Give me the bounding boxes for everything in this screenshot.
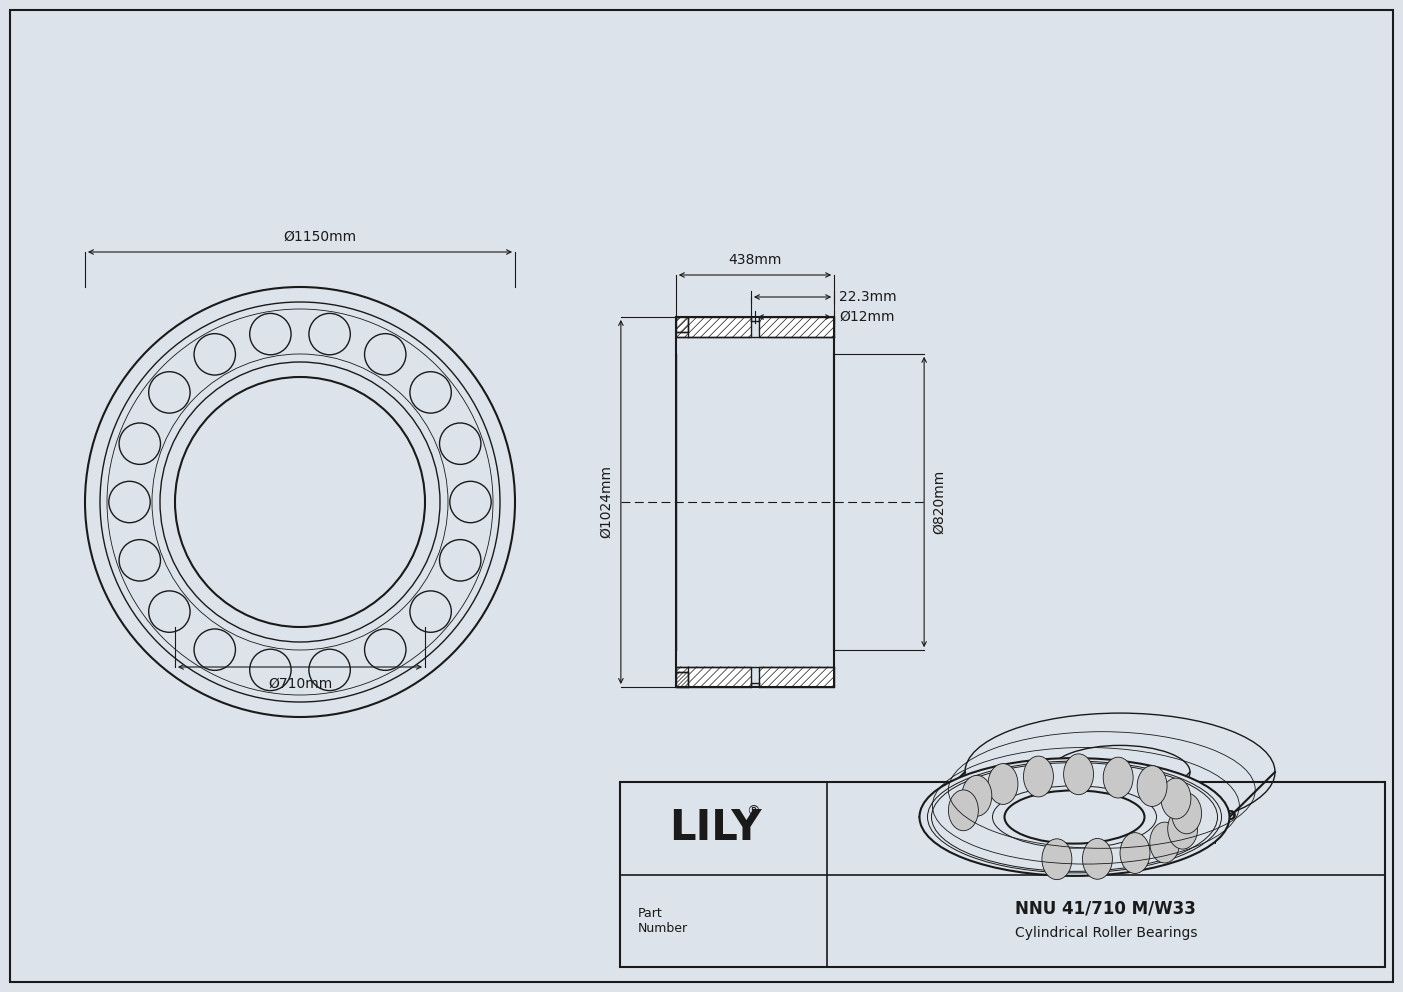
Bar	[759, 667, 835, 687]
Bar	[676, 317, 751, 337]
Text: NNU 41/710 M/W33: NNU 41/710 M/W33	[1016, 900, 1197, 918]
Ellipse shape	[919, 758, 1229, 876]
Text: Ø1150mm: Ø1150mm	[283, 230, 356, 244]
Text: 438mm: 438mm	[728, 253, 781, 267]
Bar	[676, 317, 687, 332]
Ellipse shape	[1162, 778, 1191, 819]
Bar	[759, 317, 835, 337]
Text: Cylindrical Roller Bearings: Cylindrical Roller Bearings	[1014, 926, 1197, 939]
Text: Ø820mm: Ø820mm	[932, 470, 946, 534]
Ellipse shape	[1103, 757, 1134, 798]
Ellipse shape	[1042, 839, 1072, 880]
Ellipse shape	[1005, 791, 1145, 843]
Text: Email: lilybearing@lily-bearing.com: Email: lilybearing@lily-bearing.com	[995, 833, 1216, 847]
Ellipse shape	[948, 790, 978, 830]
Text: Part
Number: Part Number	[638, 907, 687, 934]
Ellipse shape	[1063, 754, 1093, 795]
Text: ®: ®	[746, 806, 760, 819]
Ellipse shape	[1120, 832, 1150, 873]
Ellipse shape	[1083, 838, 1113, 879]
Ellipse shape	[1138, 766, 1167, 806]
Bar	[676, 672, 687, 687]
Text: LILY: LILY	[669, 807, 762, 849]
Text: SHANGHAI LILY BEARING LIMITED: SHANGHAI LILY BEARING LIMITED	[975, 809, 1236, 823]
Ellipse shape	[962, 776, 992, 816]
Text: 22.3mm: 22.3mm	[839, 290, 897, 304]
Ellipse shape	[988, 764, 1019, 805]
Bar	[676, 667, 751, 687]
Ellipse shape	[1167, 808, 1198, 849]
Bar	[620, 782, 1385, 967]
Ellipse shape	[1023, 756, 1054, 797]
Text: Ø1024mm: Ø1024mm	[599, 465, 613, 539]
Ellipse shape	[1149, 822, 1180, 863]
Text: Ø710mm: Ø710mm	[268, 677, 333, 691]
Ellipse shape	[1172, 793, 1201, 834]
Text: Ø12mm: Ø12mm	[839, 310, 895, 324]
